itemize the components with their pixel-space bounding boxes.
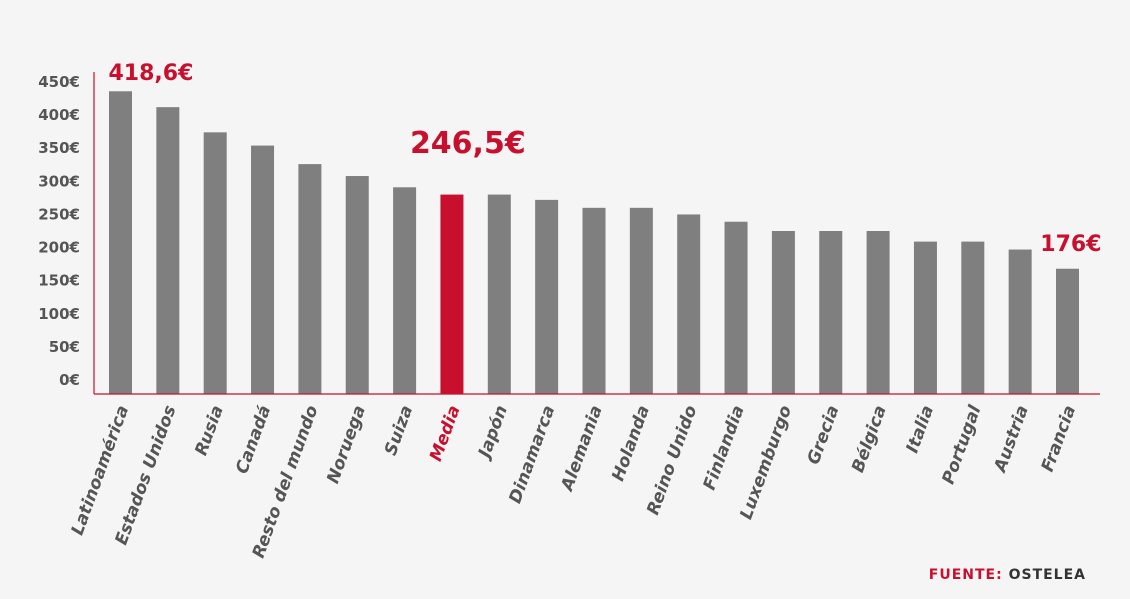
y-tick-label: 300€: [38, 172, 80, 190]
x-category-label: Japón: [474, 403, 512, 463]
source-note: FUENTE: OSTELEA: [929, 567, 1086, 583]
y-axis-ticks: 0€ 50€ 100€ 150€ 200€ 250€ 300€ 350€ 400€ 450€: [38, 73, 80, 389]
bar: [629, 207, 653, 394]
x-category-label: Noruega: [323, 403, 370, 486]
bar: [487, 194, 511, 394]
y-tick-label: 0€: [59, 371, 80, 389]
x-category-label: Canadá: [232, 403, 275, 477]
bars: [109, 91, 1079, 395]
bar: [109, 91, 132, 394]
y-tick-label: 50€: [49, 338, 80, 356]
x-category-label: Bélgica: [848, 403, 891, 475]
x-category-label: Austria: [990, 403, 1033, 477]
x-category-label: Dinamarca: [505, 403, 559, 506]
bar: [819, 231, 843, 394]
data-label: 176€: [1040, 232, 1101, 257]
x-category-label: Italia: [903, 403, 939, 456]
x-category-label: Reino Unido: [643, 403, 701, 518]
source-label: FUENTE: [928, 567, 997, 583]
x-category-label: Rusia: [191, 403, 227, 458]
x-category-label: Luxemburgo: [736, 403, 796, 523]
bar: [582, 207, 606, 394]
bar: [535, 199, 559, 394]
x-category-label: Suiza: [381, 403, 417, 458]
bar: [1056, 268, 1079, 394]
x-category-label: Media: [426, 403, 465, 464]
bar: [1008, 249, 1032, 394]
x-category-label: Grecia: [804, 403, 844, 467]
y-tick-label: 350€: [38, 139, 80, 157]
source-value: OSTELEA: [1008, 567, 1086, 583]
bar: [913, 241, 937, 394]
y-tick-label: 400€: [38, 106, 80, 124]
y-tick-label: 450€: [38, 73, 80, 91]
data-labels: 418,6€ 246,5€ 176€: [109, 61, 1102, 257]
bar-chart: 0€ 50€ 100€ 150€ 200€ 250€ 300€ 350€ 400€ 450€ La…: [38, 61, 1102, 560]
x-category-label: Finlandia: [700, 403, 749, 493]
bar: [251, 145, 275, 394]
bar: [345, 176, 369, 394]
y-tick-label: 100€: [38, 305, 80, 323]
bar: [771, 231, 795, 394]
y-tick-label: 250€: [38, 205, 80, 223]
y-tick-label: 200€: [38, 239, 80, 257]
bar: [393, 187, 417, 394]
x-category-label: Alemania: [557, 403, 607, 495]
bar: [866, 231, 890, 394]
source-separator: :: [996, 567, 1003, 583]
bar: [677, 214, 701, 394]
data-label: 418,6€: [109, 61, 194, 86]
bar: [298, 164, 322, 394]
data-label: 246,5€: [410, 126, 526, 161]
bar-highlight: [440, 194, 464, 394]
y-tick-label: 150€: [38, 272, 80, 290]
bar: [203, 132, 227, 394]
bar: [156, 107, 180, 395]
bar: [724, 221, 748, 394]
x-category-label: Portugal: [939, 402, 986, 487]
bar: [961, 241, 985, 394]
x-category-label: Francia: [1038, 403, 1080, 475]
x-category-label: Holanda: [608, 403, 654, 484]
